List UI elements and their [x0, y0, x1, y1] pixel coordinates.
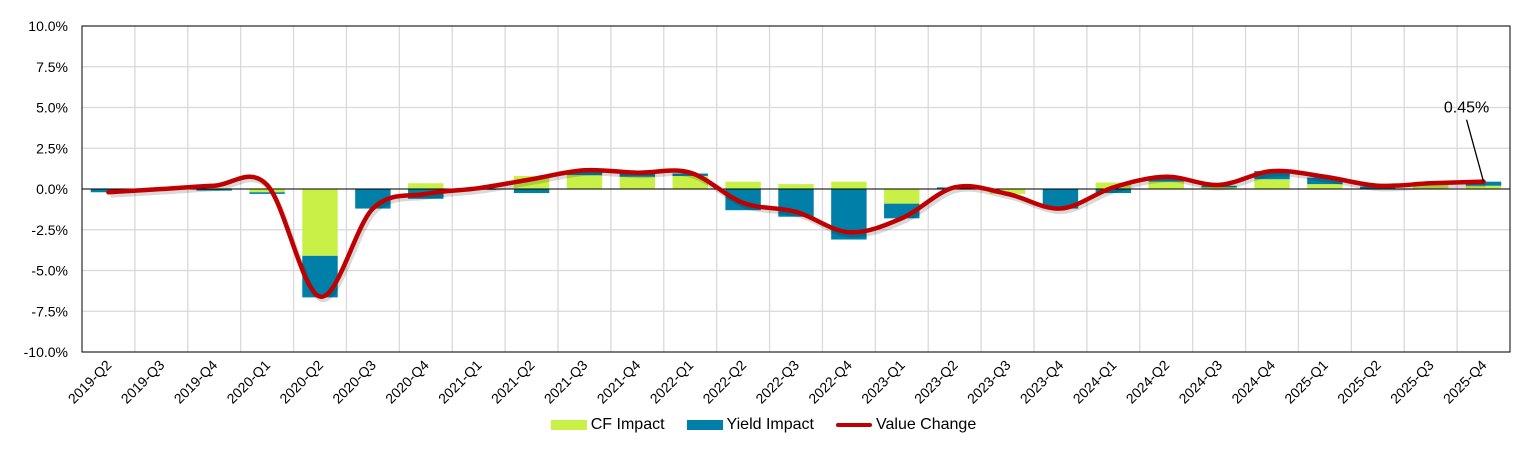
x-tick-label: 2021-Q1: [435, 357, 485, 407]
value-change-line-group: [106, 167, 1486, 303]
legend-label: Yield Impact: [726, 416, 814, 433]
cf-impact-bar: [566, 175, 603, 189]
x-tick-label: 2021-Q4: [594, 357, 644, 407]
cf-impact-bar: [302, 189, 338, 256]
x-tick-label: 2022-Q3: [752, 357, 802, 407]
cf-impact-bar: [249, 189, 285, 193]
x-tick-label: 2025-Q4: [1440, 357, 1490, 407]
x-tick-label: 2019-Q3: [118, 357, 168, 407]
cf-impact-bar: [1465, 185, 1502, 189]
value-change-line: [106, 167, 1486, 299]
x-tick-label: 2023-Q4: [1017, 357, 1067, 407]
y-tick-labels: 10.0% 7.5% 5.0% 2.5% 0.0% -2.5% -5.0% -7.5% -10.…: [24, 18, 68, 360]
y-tick-label: -5.0%: [31, 263, 68, 279]
plot-frame: [81, 25, 1511, 353]
legend: CF Impact Yield Impact Value Change: [0, 416, 1527, 434]
legend-label: Value Change: [876, 416, 977, 433]
x-tick-labels: 2019-Q2 2019-Q3 2019-Q4 2020-Q1 2020-Q2 2020-…: [65, 357, 1490, 407]
x-tick-label: 2020-Q2: [276, 357, 326, 407]
value-change-line-shadow: [110, 170, 1486, 303]
cf-impact-bar: [1307, 184, 1343, 189]
x-tick-label: 2023-Q1: [858, 357, 908, 407]
cf-impact-bar: [1201, 187, 1237, 189]
annotation-label: 0.45%: [1444, 100, 1489, 117]
legend-item-value-change: Value Change: [836, 416, 976, 434]
y-tick-label: 5.0%: [36, 100, 68, 116]
x-tick-label: 2023-Q2: [911, 357, 961, 407]
x-tick-label: 2022-Q1: [647, 357, 697, 407]
y-tick-label: 10.0%: [28, 18, 68, 34]
cf-impact-bar: [831, 181, 867, 189]
legend-item-yield-impact: Yield Impact: [686, 416, 814, 434]
yield-impact-bar: [1095, 189, 1132, 194]
x-tick-label: 2019-Q4: [171, 357, 221, 407]
x-tick-label: 2025-Q3: [1387, 357, 1437, 407]
yield-impact-bar: [1148, 177, 1184, 182]
y-tick-label: 7.5%: [36, 59, 68, 75]
x-tick-label: 2023-Q3: [964, 357, 1014, 407]
x-tick-label: 2024-Q1: [1070, 357, 1120, 407]
cf-impact-bar: [725, 181, 761, 189]
y-tick-label: 2.5%: [36, 140, 68, 156]
x-tick-label: 2020-Q1: [223, 357, 273, 407]
y-tick-label: 0.0%: [36, 181, 68, 197]
cf-impact-bar: [778, 184, 814, 189]
cf-impact-bar: [408, 183, 444, 189]
chart: 10.0% 7.5% 5.0% 2.5% 0.0% -2.5% -5.0% -7.5% -10.…: [24, 18, 1511, 407]
x-tick-label: 2021-Q2: [488, 357, 538, 407]
annotation-leader: [1465, 119, 1485, 182]
cf-impact-bar: [1148, 181, 1184, 189]
x-tick-label: 2024-Q4: [1228, 357, 1278, 407]
x-tick-label: 2024-Q2: [1123, 357, 1173, 407]
x-tick-label: 2019-Q2: [65, 357, 115, 407]
x-tick-label: 2025-Q2: [1334, 357, 1384, 407]
yield-impact-bar: [1042, 189, 1079, 209]
annotation: 0.45%: [1444, 100, 1489, 182]
yield-impact-bar: [249, 192, 285, 194]
x-tick-label: 2021-Q3: [541, 357, 591, 407]
x-tick-label: 2022-Q4: [805, 357, 855, 407]
x-tick-label: 2024-Q3: [1175, 357, 1225, 407]
yield-impact-bar: [566, 171, 603, 176]
cf-impact-bar: [619, 176, 656, 189]
yield-impact-bar: [196, 189, 232, 191]
bars: [90, 171, 1502, 298]
cf-impact-bar: [1412, 184, 1449, 189]
y-tick-label: -7.5%: [31, 303, 68, 319]
x-tick-label: 2025-Q1: [1281, 357, 1331, 407]
yield-swatch: [686, 420, 723, 430]
y-tick-label: -10.0%: [24, 344, 68, 360]
yield-impact-bar: [1307, 177, 1343, 185]
yield-impact-bar: [1254, 171, 1290, 180]
value-change-swatch: [836, 423, 872, 427]
cf-impact-bar: [1254, 179, 1290, 189]
x-tick-label: 2020-Q4: [382, 357, 432, 407]
cf-swatch: [550, 420, 587, 430]
legend-item-cf-impact: CF Impact: [550, 416, 665, 434]
cf-impact-bar: [989, 189, 1026, 194]
y-tick-label: -2.5%: [31, 222, 68, 238]
yield-impact-bar: [513, 189, 550, 194]
cf-impact-bar: [672, 175, 708, 189]
x-tick-label: 2020-Q3: [329, 357, 379, 407]
cf-impact-bar: [884, 189, 920, 204]
legend-label: CF Impact: [590, 416, 665, 433]
x-tick-label: 2022-Q2: [699, 357, 749, 407]
